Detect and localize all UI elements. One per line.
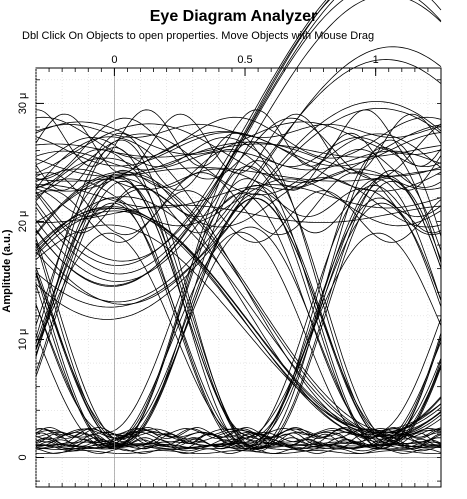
eye-trace: [35, 0, 442, 287]
eye-trace: [35, 136, 442, 436]
low-level-trace: [35, 428, 442, 440]
low-level-trace: [35, 433, 442, 444]
high-level-trace: [36, 109, 442, 167]
eye-trace: [35, 0, 327, 266]
high-level-trace: [35, 188, 442, 218]
low-level-trace: [35, 442, 442, 450]
x-tick-label: 0: [111, 54, 117, 66]
y-tick-label: 10 μ: [17, 329, 29, 351]
low-level-trace: [35, 450, 442, 454]
eye-trace: [35, 46, 442, 305]
low-level-trace: [35, 439, 442, 447]
low-level-trace: [35, 444, 442, 450]
y-tick-label: 30 μ: [17, 93, 29, 115]
high-level-trace: [35, 123, 442, 183]
high-level-trace: [36, 204, 442, 223]
high-level-trace: [35, 141, 442, 177]
instructions-text: Dbl Click On Objects to open properties.…: [22, 30, 375, 42]
eye-trace: [35, 139, 442, 450]
eye-trace: [35, 141, 442, 439]
eye-trace: [35, 171, 442, 433]
axes: 0 0.5 1 0 10 μ 20 μ 30 μ: [17, 54, 442, 487]
x-tick-label: 1: [373, 54, 379, 66]
low-level-trace: [35, 445, 442, 450]
high-level-trace: [35, 143, 442, 158]
eye-trace: [35, 0, 335, 262]
y-tick-label: 20 μ: [17, 211, 29, 233]
low-level-trace: [35, 428, 442, 440]
high-level-trace: [35, 133, 442, 196]
high-level-trace: [35, 113, 442, 174]
high-level-trace: [35, 184, 442, 209]
eye-trace: [35, 59, 442, 303]
low-level-trace: [35, 448, 442, 454]
high-level-trace: [35, 184, 442, 234]
x-tick-label: 0.5: [237, 54, 252, 66]
high-level-trace: [35, 177, 442, 228]
eye-trace: [35, 173, 442, 437]
eye-trace: [35, 160, 442, 443]
high-level-trace: [35, 123, 442, 138]
high-level-trace: [35, 178, 442, 227]
signal-traces: [35, 0, 442, 454]
high-level-trace: [35, 172, 442, 236]
window-title: Eye Diagram Analyzer: [149, 8, 318, 25]
eye-trace: [35, 101, 442, 320]
eye-trace: [35, 224, 442, 431]
low-level-trace: [35, 432, 442, 445]
y-tick-label: 0: [17, 454, 29, 460]
low-level-trace: [35, 431, 442, 438]
high-level-trace: [35, 121, 442, 155]
high-level-trace: [35, 136, 442, 167]
high-level-trace: [35, 190, 442, 243]
eye-trace: [35, 0, 442, 282]
